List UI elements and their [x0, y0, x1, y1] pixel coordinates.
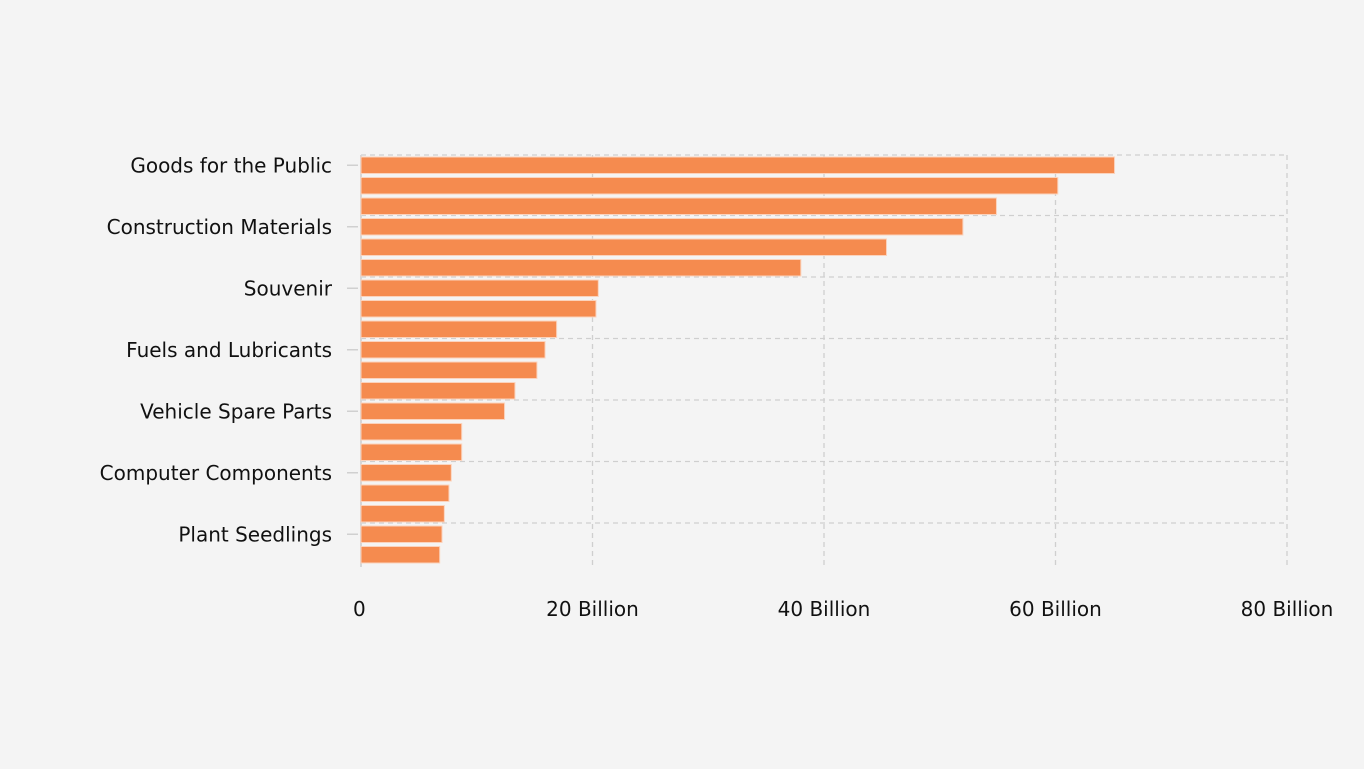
bar: [360, 177, 1059, 195]
x-tick-label: 40 Billion: [778, 597, 871, 621]
bar: [360, 505, 445, 523]
bar: [360, 382, 516, 400]
y-tick-label: Computer Components: [100, 461, 332, 485]
y-tick-label: Construction Materials: [107, 215, 332, 239]
x-tick-label: 60 Billion: [1009, 597, 1102, 621]
bar: [360, 484, 450, 502]
bar: [360, 402, 506, 420]
bar: [360, 320, 558, 338]
y-tick-label: Souvenir: [244, 276, 333, 300]
y-tick-label: Vehicle Spare Parts: [140, 399, 332, 423]
bar: [360, 259, 802, 277]
y-tick-label: Plant Seedlings: [178, 522, 332, 546]
bar: [360, 279, 599, 297]
bar: [360, 443, 463, 461]
bar: [360, 546, 441, 564]
x-tick-label: 0: [353, 597, 366, 621]
bar: [360, 423, 463, 441]
bar: [360, 341, 546, 359]
bar: [360, 464, 452, 482]
x-tick-label: 80 Billion: [1241, 597, 1334, 621]
bar: [360, 525, 443, 543]
bar: [360, 218, 964, 236]
y-tick-label: Goods for the Public: [130, 153, 332, 177]
bar: [360, 156, 1116, 174]
bar: [360, 197, 997, 215]
bar: [360, 300, 597, 318]
x-tick-label: 20 Billion: [546, 597, 639, 621]
bar: [360, 238, 888, 256]
bar: [360, 361, 538, 379]
y-tick-label: Fuels and Lubricants: [126, 338, 332, 362]
